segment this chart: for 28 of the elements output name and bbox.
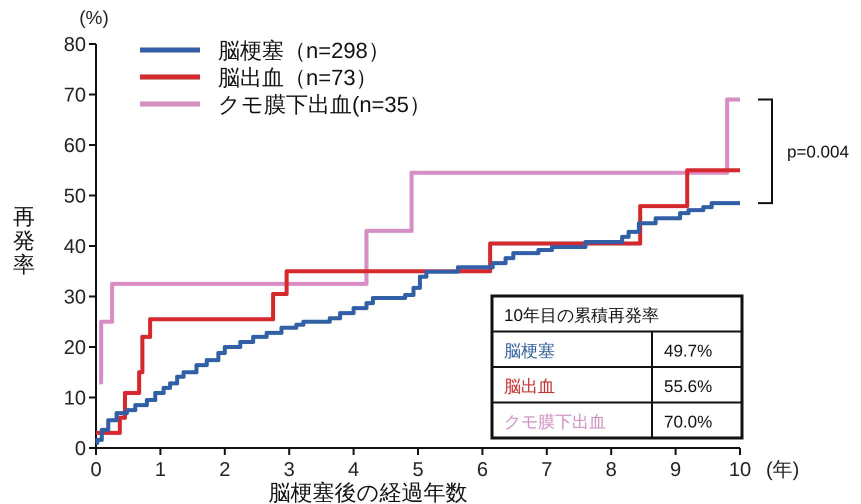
- x-tick-label: 5: [412, 459, 424, 481]
- y-tick-label: 50: [64, 186, 86, 208]
- legend-label: 脳出血（n=73）: [218, 65, 378, 90]
- y-tick-label: 20: [64, 337, 86, 359]
- legend-label: クモ膜下出血(n=35）: [218, 92, 431, 117]
- y-tick-label: 30: [64, 286, 86, 308]
- x-tick-label: 0: [90, 459, 102, 481]
- x-tick-label: 2: [219, 459, 230, 481]
- y-tick-label: 10: [64, 388, 86, 410]
- y-tick-label: 40: [64, 236, 86, 258]
- x-tick-label: 4: [348, 459, 360, 481]
- y-tick-label: 70: [64, 84, 86, 106]
- x-tick-label: 7: [541, 459, 552, 481]
- text: (%): [79, 8, 109, 29]
- y-tick-label: 80: [64, 34, 86, 56]
- x-tick-label: 3: [284, 459, 295, 481]
- y-tick-label: 60: [64, 135, 86, 157]
- x-tick-label: 6: [476, 459, 488, 481]
- x-tick-label: 8: [606, 459, 617, 481]
- legend-label: 脳梗塞（n=298）: [218, 38, 390, 63]
- x-tick-label: 10: [728, 459, 752, 481]
- x-axis-title: 脳梗塞後の経過年数: [268, 480, 468, 504]
- y-tick-label: 0: [74, 438, 86, 460]
- x-tick-label: 9: [670, 459, 682, 481]
- y-axis-title: 再発率: [13, 204, 35, 277]
- x-tick-label: 1: [154, 459, 166, 481]
- text: p=0.004: [787, 142, 849, 162]
- text: (年): [766, 459, 800, 481]
